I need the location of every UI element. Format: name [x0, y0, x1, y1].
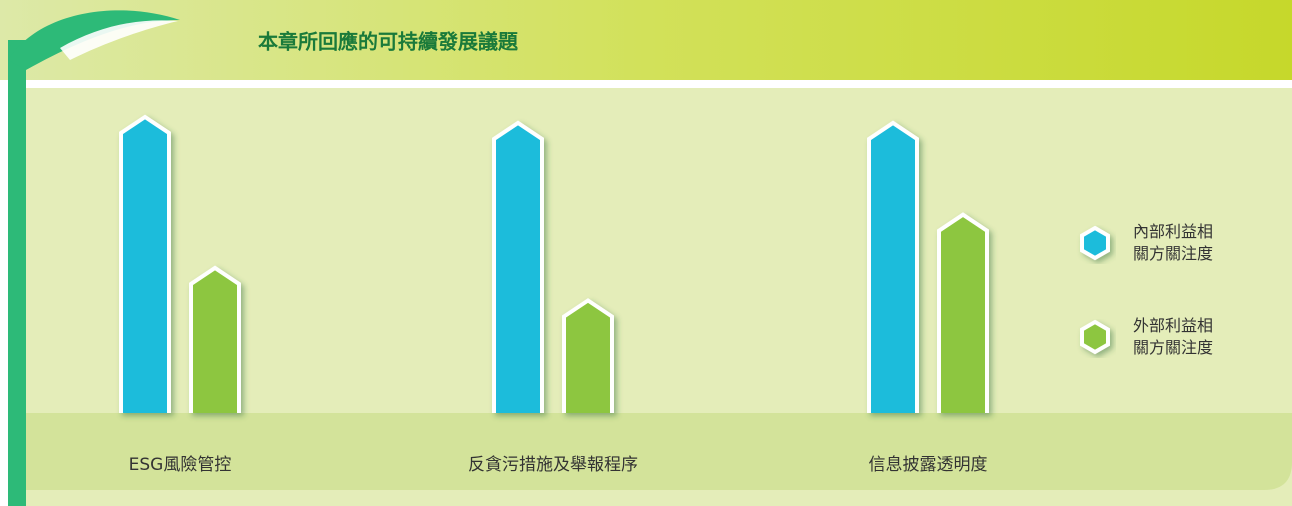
legend-label: 外部利益相關方關注度 [1133, 315, 1217, 359]
x-tick-label: 信息披露透明度 [869, 455, 988, 475]
bar [494, 123, 542, 413]
bar [869, 123, 917, 413]
chart-title: 本章所回應的可持續發展議題 [258, 30, 519, 54]
legend-swatch [1082, 228, 1108, 258]
bar [191, 268, 239, 413]
side-stripe [8, 40, 26, 506]
legend-swatch [1082, 322, 1108, 352]
header-band [0, 0, 1292, 80]
bar [121, 117, 169, 413]
x-tick-label: 反貪污措施及舉報程序 [468, 454, 638, 475]
x-tick-label: ESG風險管控 [129, 455, 232, 475]
legend-label: 內部利益相關方關注度 [1133, 221, 1217, 265]
label-band [20, 413, 1292, 490]
bar [939, 215, 987, 413]
page: 本章所回應的可持續發展議題 ESG風險管控 反貪污措施及舉報程序 信息披露透明度 內… [0, 0, 1292, 506]
bar [564, 301, 612, 413]
chart: 本章所回應的可持續發展議題 ESG風險管控 反貪污措施及舉報程序 信息披露透明度 [0, 0, 1292, 506]
